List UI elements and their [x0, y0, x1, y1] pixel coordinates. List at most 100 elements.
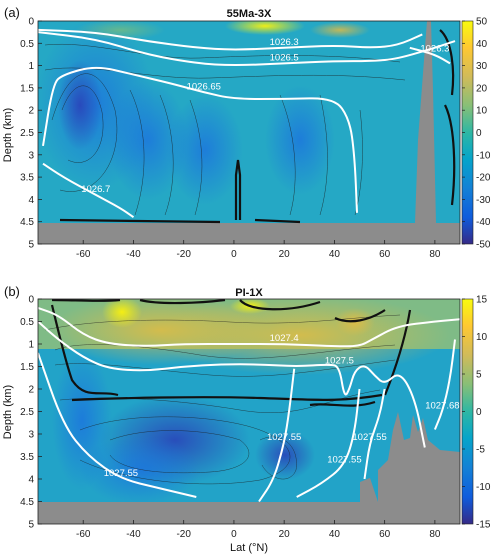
density-contour-line: [38, 320, 426, 448]
colorbar-tick-label: -40: [476, 217, 491, 228]
density-contour-label: 1027.55: [104, 468, 138, 479]
density-contour-line: [38, 352, 197, 498]
panel-a-y-ticks: 0 0.5 1 1.5 2 2.5 3 3.5 4 4.5 5: [20, 17, 42, 251]
y-tick-label: 4.5: [20, 217, 34, 228]
x-tick-label: -20: [176, 529, 191, 540]
panel-b-colorbar: 15 10 5 0 -5 -10 -15: [461, 295, 491, 531]
colorbar-tick-label: 30: [476, 61, 488, 72]
colorbar-tick-label: 40: [476, 39, 488, 50]
y-tick-label: 4: [28, 195, 34, 206]
density-contour-line: [258, 368, 296, 503]
colorbar-tick-label: -30: [476, 195, 491, 206]
colorbar-tick-label: 0: [476, 407, 482, 418]
y-tick-label: 1.5: [20, 362, 34, 373]
y-tick-label: 0: [28, 17, 34, 28]
y-tick-label: 3: [28, 150, 34, 161]
panel-a: 1026.3 1026.3 1026.5 1026.65 1026.7 -60 -40 -2…: [2, 5, 491, 260]
density-contour-line: [433, 339, 456, 430]
y-tick-label: 3.5: [20, 173, 34, 184]
panel-b-x-ticks: -60 -40 -20 0 20 40 60 80: [76, 520, 441, 540]
y-tick-label: 4.5: [20, 497, 34, 508]
colorbar-tick-label: 10: [476, 106, 488, 117]
colorbar-tick-label: 50: [476, 17, 488, 28]
panel-b-colorbar-ticks: 15 10 5 0 -5 -10 -15: [462, 295, 491, 531]
colorbar-tick-label: -10: [476, 150, 491, 161]
panel-a-letter: (a): [4, 5, 20, 20]
y-tick-label: 2: [28, 385, 34, 396]
y-tick-label: 2.5: [20, 407, 34, 418]
density-contour-line: [38, 31, 456, 67]
x-tick-label: 40: [329, 249, 341, 260]
y-tick-label: 2: [28, 106, 34, 117]
x-tick-label: 20: [279, 529, 291, 540]
y-tick-label: 1: [28, 61, 34, 72]
x-tick-label: 80: [429, 249, 441, 260]
density-contour-label: 1027.55: [267, 432, 301, 443]
x-tick-label: -40: [126, 529, 141, 540]
density-contour-line: [363, 388, 386, 480]
x-tick-label: 60: [379, 249, 391, 260]
y-tick-label: 1: [28, 340, 34, 351]
density-contour-label: 1026.3: [420, 43, 449, 54]
density-contour-label: 1027.55: [352, 432, 386, 443]
y-tick-label: 5: [28, 240, 34, 251]
x-tick-label: -20: [176, 249, 191, 260]
panel-a-field: 1026.3 1026.3 1026.5 1026.65 1026.7: [38, 21, 460, 244]
colorbar-tick-label: -20: [476, 173, 491, 184]
panel-a-density-contours: 1026.3 1026.3 1026.5 1026.65 1026.7: [38, 28, 456, 219]
y-tick-label: 4: [28, 475, 34, 486]
density-contour-label: 1027.4: [270, 333, 299, 344]
y-tick-label: 3.5: [20, 452, 34, 463]
density-contour-label: 1026.65: [187, 81, 221, 92]
panel-a-colorbar-ticks: 50 40 30 20 10 0 -10 -20 -30 -40 -50: [462, 17, 491, 251]
density-contour-line: [296, 388, 361, 498]
x-tick-label: -40: [126, 249, 141, 260]
x-tick-label: 0: [231, 249, 237, 260]
panel-b-x-axis-label: Lat (°N): [230, 542, 268, 554]
panel-b: 1027.4 1027.5 1027.55 1027.55 1027.55 1027.55…: [2, 284, 491, 554]
density-contour-line: [38, 307, 460, 348]
colorbar-tick-label: -15: [476, 520, 491, 531]
y-tick-label: 0: [28, 295, 34, 306]
density-contour-line: [38, 28, 423, 51]
colorbar-tick-label: -10: [476, 482, 491, 493]
panel-b-field: 1027.4 1027.5 1027.55 1027.55 1027.55 1027.55…: [38, 299, 460, 524]
y-tick-label: 0.5: [20, 317, 34, 328]
panel-a-y-axis-label: Depth (km): [2, 108, 14, 162]
density-contour-label: 1026.5: [270, 52, 299, 63]
colorbar-tick-label: 10: [476, 332, 488, 343]
colorbar-tick-label: -50: [476, 240, 491, 251]
colorbar-tick-label: 0: [476, 128, 482, 139]
colorbar-tick-label: 5: [476, 370, 482, 381]
density-contour-label: 1026.3: [270, 37, 299, 48]
x-tick-label: 20: [279, 249, 291, 260]
panel-b-title: PI-1X: [235, 287, 263, 299]
density-contour-label: 1027.5: [325, 356, 354, 367]
x-tick-label: 80: [429, 529, 441, 540]
panel-a-title: 55Ma-3X: [227, 8, 272, 20]
x-tick-label: -60: [76, 249, 91, 260]
density-contour-line: [42, 162, 135, 219]
x-tick-label: 40: [329, 529, 341, 540]
x-tick-label: 60: [379, 529, 391, 540]
y-tick-label: 2.5: [20, 128, 34, 139]
density-contour-label: 1026.7: [81, 184, 110, 195]
colorbar-tick-label: 15: [476, 295, 488, 306]
x-tick-label: 0: [231, 529, 237, 540]
panel-b-density-contours: 1027.4 1027.5 1027.55 1027.55 1027.55 1027.55…: [38, 307, 460, 503]
panel-b-letter: (b): [4, 284, 20, 299]
density-contour-label: 1027.68: [425, 401, 459, 412]
panel-a-x-ticks: -60 -40 -20 0 20 40 60 80: [76, 240, 441, 260]
colorbar-tick-label: -5: [476, 445, 485, 456]
density-contour-label: 1027.55: [327, 455, 361, 466]
x-tick-label: -60: [76, 529, 91, 540]
y-tick-label: 3: [28, 430, 34, 441]
y-tick-label: 1.5: [20, 83, 34, 94]
y-tick-label: 5: [28, 520, 34, 531]
panel-a-colorbar: 50 40 30 20 10 0 -10 -20 -30 -40 -50: [461, 17, 491, 251]
density-contour-line: [42, 66, 358, 213]
y-tick-label: 0.5: [20, 39, 34, 50]
colorbar-tick-label: 20: [476, 83, 488, 94]
panel-b-y-axis-label: Depth (km): [2, 385, 14, 439]
